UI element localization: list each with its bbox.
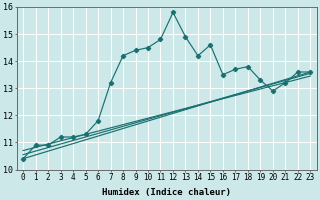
X-axis label: Humidex (Indice chaleur): Humidex (Indice chaleur)	[102, 188, 231, 197]
